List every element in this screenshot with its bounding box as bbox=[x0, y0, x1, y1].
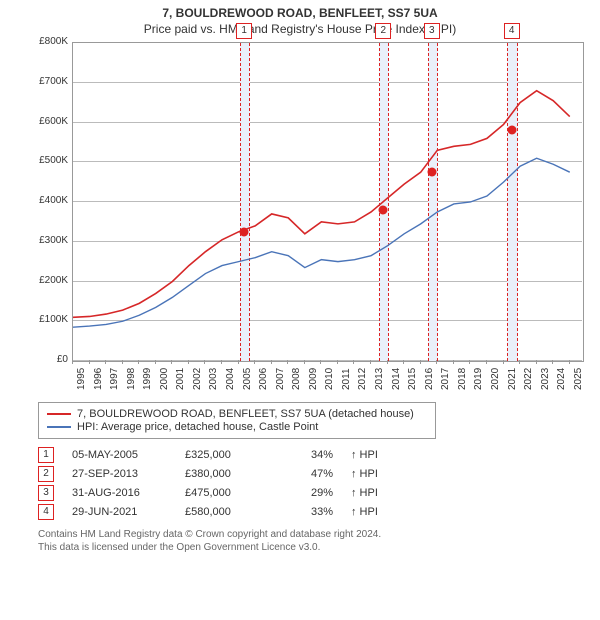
x-axis-tick: 2002 bbox=[192, 368, 194, 390]
row-vs-hpi: ↑ HPI bbox=[351, 506, 378, 518]
marker-badge: 2 bbox=[375, 23, 391, 39]
row-price: £380,000 bbox=[185, 468, 265, 480]
sale-point bbox=[427, 168, 436, 177]
x-axis-tick: 2015 bbox=[407, 368, 409, 390]
row-pct: 34% bbox=[283, 449, 333, 461]
x-axis-tick: 2010 bbox=[324, 368, 326, 390]
row-badge: 4 bbox=[38, 504, 54, 520]
legend-swatch bbox=[47, 426, 71, 428]
x-axis-tick: 2021 bbox=[507, 368, 509, 390]
row-date: 05-MAY-2005 bbox=[72, 449, 167, 461]
x-axis-tick: 2012 bbox=[357, 368, 359, 390]
x-axis-tick: 2000 bbox=[159, 368, 161, 390]
sale-point bbox=[379, 205, 388, 214]
x-axis-tick: 2005 bbox=[242, 368, 244, 390]
y-axis-tick: £500K bbox=[24, 155, 68, 166]
table-row: 1 05-MAY-2005 £325,000 34% ↑ HPI bbox=[38, 447, 590, 463]
legend-label: HPI: Average price, detached house, Cast… bbox=[77, 421, 318, 433]
row-vs-hpi: ↑ HPI bbox=[351, 449, 378, 461]
x-axis-tick: 2023 bbox=[540, 368, 542, 390]
row-date: 31-AUG-2016 bbox=[72, 487, 167, 499]
series-line-hpi bbox=[73, 158, 570, 327]
row-badge: 1 bbox=[38, 447, 54, 463]
x-axis-tick: 1995 bbox=[76, 368, 78, 390]
row-date: 29-JUN-2021 bbox=[72, 506, 167, 518]
x-axis-tick: 2007 bbox=[275, 368, 277, 390]
y-axis-tick: £700K bbox=[24, 76, 68, 87]
x-axis-tick: 2025 bbox=[573, 368, 575, 390]
marker-badge: 3 bbox=[424, 23, 440, 39]
x-axis-tick: 2008 bbox=[291, 368, 293, 390]
legend-label: 7, BOULDREWOOD ROAD, BENFLEET, SS7 5UA (… bbox=[77, 408, 414, 420]
footer: Contains HM Land Registry data © Crown c… bbox=[38, 528, 590, 554]
row-price: £475,000 bbox=[185, 487, 265, 499]
table-row: 2 27-SEP-2013 £380,000 47% ↑ HPI bbox=[38, 466, 590, 482]
row-badge: 2 bbox=[38, 466, 54, 482]
row-price: £580,000 bbox=[185, 506, 265, 518]
series-line-property bbox=[73, 91, 570, 318]
y-axis-tick: £800K bbox=[24, 36, 68, 47]
x-axis-tick: 2004 bbox=[225, 368, 227, 390]
row-vs-hpi: ↑ HPI bbox=[351, 468, 378, 480]
legend-item: 7, BOULDREWOOD ROAD, BENFLEET, SS7 5UA (… bbox=[47, 408, 427, 420]
x-axis-tick: 2011 bbox=[341, 368, 343, 390]
marker-badge: 1 bbox=[236, 23, 252, 39]
legend-item: HPI: Average price, detached house, Cast… bbox=[47, 421, 427, 433]
marker-badge: 4 bbox=[504, 23, 520, 39]
row-pct: 29% bbox=[283, 487, 333, 499]
x-axis-tick: 1999 bbox=[142, 368, 144, 390]
sale-point bbox=[507, 126, 516, 135]
row-badge: 3 bbox=[38, 485, 54, 501]
x-axis-tick: 2014 bbox=[391, 368, 393, 390]
x-axis-tick: 2019 bbox=[473, 368, 475, 390]
x-axis-tick: 2013 bbox=[374, 368, 376, 390]
row-pct: 33% bbox=[283, 506, 333, 518]
y-axis-tick: £0 bbox=[24, 354, 68, 365]
x-axis-tick: 2020 bbox=[490, 368, 492, 390]
x-axis-tick: 2017 bbox=[440, 368, 442, 390]
x-axis-tick: 1997 bbox=[109, 368, 111, 390]
chart-title: 7, BOULDREWOOD ROAD, BENFLEET, SS7 5UA bbox=[10, 6, 590, 20]
footer-line-1: Contains HM Land Registry data © Crown c… bbox=[38, 528, 590, 541]
x-axis-tick: 2016 bbox=[424, 368, 426, 390]
plot-region: 1234 bbox=[72, 42, 584, 362]
legend: 7, BOULDREWOOD ROAD, BENFLEET, SS7 5UA (… bbox=[38, 402, 436, 439]
table-row: 4 29-JUN-2021 £580,000 33% ↑ HPI bbox=[38, 504, 590, 520]
row-pct: 47% bbox=[283, 468, 333, 480]
transactions-table: 1 05-MAY-2005 £325,000 34% ↑ HPI 2 27-SEP-2013… bbox=[38, 447, 590, 520]
y-axis-tick: £200K bbox=[24, 275, 68, 286]
row-price: £325,000 bbox=[185, 449, 265, 461]
legend-swatch bbox=[47, 413, 71, 415]
footer-line-2: This data is licensed under the Open Gov… bbox=[38, 541, 590, 554]
sale-point bbox=[240, 227, 249, 236]
row-date: 27-SEP-2013 bbox=[72, 468, 167, 480]
x-axis-tick: 2024 bbox=[556, 368, 558, 390]
x-axis-tick: 1996 bbox=[93, 368, 95, 390]
x-axis-tick: 2006 bbox=[258, 368, 260, 390]
x-axis-tick: 2018 bbox=[457, 368, 459, 390]
chart-area: £0£100K£200K£300K£400K£500K£600K£700K£80… bbox=[24, 42, 584, 392]
y-axis-tick: £400K bbox=[24, 195, 68, 206]
row-vs-hpi: ↑ HPI bbox=[351, 487, 378, 499]
y-axis-tick: £300K bbox=[24, 235, 68, 246]
x-axis-tick: 2003 bbox=[208, 368, 210, 390]
x-axis-tick: 2022 bbox=[523, 368, 525, 390]
y-axis-tick: £100K bbox=[24, 314, 68, 325]
table-row: 3 31-AUG-2016 £475,000 29% ↑ HPI bbox=[38, 485, 590, 501]
x-axis-tick: 2009 bbox=[308, 368, 310, 390]
x-axis-tick: 2001 bbox=[175, 368, 177, 390]
x-axis-tick: 1998 bbox=[126, 368, 128, 390]
y-axis-tick: £600K bbox=[24, 116, 68, 127]
